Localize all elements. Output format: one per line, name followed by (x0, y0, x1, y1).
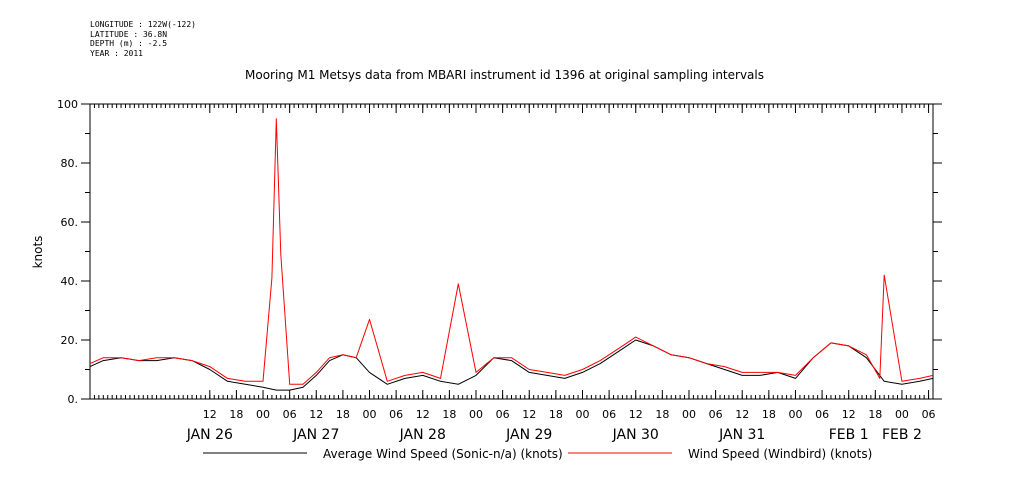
x-tick-label: 06 (496, 408, 510, 421)
x-tick-label: 18 (655, 408, 669, 421)
plot-axes (81, 103, 942, 400)
x-tick-label: 00 (682, 408, 696, 421)
legend: Average Wind Speed (Sonic-n/a) (knots) W… (203, 447, 872, 461)
x-tick-label: 06 (709, 408, 723, 421)
x-tick-label: 12 (735, 408, 749, 421)
x-tick-label: 18 (549, 408, 563, 421)
x-tick-label: 12 (416, 408, 430, 421)
x-tick-label: 06 (922, 408, 936, 421)
x-tick-label: 12 (842, 408, 856, 421)
x-tick-label: 06 (602, 408, 616, 421)
y-tick-label: 0. (68, 393, 79, 406)
depth-text: DEPTH (m) : -2.5 (90, 39, 168, 48)
x-day-label: JAN 28 (399, 427, 446, 443)
x-tick-label: 00 (469, 408, 483, 421)
x-tick-label: 18 (762, 408, 776, 421)
x-tick-label: 12 (309, 408, 323, 421)
legend-label-average: Average Wind Speed (Sonic-n/a) (knots) (323, 447, 563, 461)
y-tick-label: 60. (61, 216, 79, 229)
x-day-label: JAN 30 (612, 427, 659, 443)
x-tick-label: 00 (256, 408, 270, 421)
x-tick-label: 12 (522, 408, 536, 421)
x-tick-label: 12 (203, 408, 217, 421)
year-text: YEAR : 2011 (90, 48, 143, 58)
x-day-label: JAN 31 (718, 427, 765, 443)
metadata-block: LONGITUDE : 122W(-122) LATITUDE : 36.8N … (90, 20, 196, 58)
y-axis-title: knots (31, 236, 45, 269)
x-tick-label: 00 (895, 408, 909, 421)
x-tick-label: 00 (363, 408, 377, 421)
chart-title: Mooring M1 Metsys data from MBARI instru… (245, 68, 764, 82)
x-day-label: JAN 29 (505, 427, 552, 443)
plot-frame (89, 103, 934, 400)
y-tick-label: 100 (57, 98, 78, 111)
x-tick-label: 12 (629, 408, 643, 421)
x-tick-label: 06 (389, 408, 403, 421)
y-tick-label: 80. (61, 157, 79, 170)
y-tick-label: 40. (61, 275, 79, 288)
x-tick-label: 00 (788, 408, 802, 421)
x-tick-label: 18 (868, 408, 882, 421)
latitude-text: LATITUDE : 36.8N (90, 29, 168, 39)
x-day-label: JAN 27 (292, 427, 339, 443)
x-tick-label: 18 (442, 408, 456, 421)
series-line-windbird-wind-speed (89, 118, 934, 385)
longitude-text: LONGITUDE : 122W(-122) (90, 20, 196, 29)
axis-labels: 12 18 00 06 12 18 00 06 12 18 00 06 12 18 00 06 12 18 00 06… (57, 98, 936, 443)
x-day-label: FEB 1 (829, 427, 869, 443)
legend-label-windbird: Wind Speed (Windbird) (knots) (688, 447, 872, 461)
series-layer (89, 118, 934, 391)
x-tick-label: 06 (815, 408, 829, 421)
x-day-label: FEB 2 (882, 427, 922, 443)
x-tick-label: 06 (283, 408, 297, 421)
x-day-label: JAN 26 (186, 427, 233, 443)
x-tick-label: 00 (575, 408, 589, 421)
y-tick-label: 20. (61, 334, 79, 347)
x-tick-label: 18 (229, 408, 243, 421)
x-tick-label: 18 (336, 408, 350, 421)
